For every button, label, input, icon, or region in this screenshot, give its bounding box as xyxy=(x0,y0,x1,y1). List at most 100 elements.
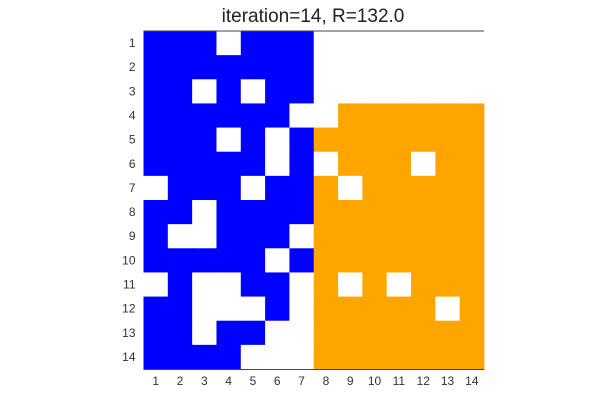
heatmap-cell xyxy=(386,248,412,273)
heatmap-cell xyxy=(313,151,339,177)
heatmap-cell xyxy=(143,55,169,80)
heatmap-cell xyxy=(362,224,388,249)
heatmap-cell xyxy=(143,103,169,128)
heatmap-cell xyxy=(362,127,388,153)
heatmap-cell xyxy=(289,55,315,80)
heatmap-cell xyxy=(435,320,461,346)
heatmap-cell xyxy=(216,296,242,322)
x-tick-label: 2 xyxy=(177,374,184,388)
heatmap-cell xyxy=(216,175,242,201)
heatmap-cell xyxy=(313,248,339,273)
heatmap-cell xyxy=(411,248,436,273)
heatmap-cell xyxy=(265,320,290,346)
y-tick-label: 5 xyxy=(129,133,136,147)
x-tick-label: 9 xyxy=(347,374,354,388)
heatmap-cell xyxy=(459,320,485,346)
heatmap-cell xyxy=(362,31,388,56)
heatmap-cell xyxy=(338,175,363,201)
heatmap-cell xyxy=(362,55,388,80)
heatmap-cell xyxy=(265,344,290,370)
heatmap-cell xyxy=(459,103,485,128)
heatmap-cell xyxy=(289,296,315,322)
heatmap-cell xyxy=(313,103,339,128)
x-axis-ticks: 1 2 3 4 5 6 7 8 9 10 11 12 13 14 xyxy=(152,374,479,388)
heatmap-cell xyxy=(435,55,461,80)
heatmap-cell xyxy=(313,296,339,322)
heatmap-cell xyxy=(192,151,217,177)
heatmap-cell xyxy=(313,320,339,346)
heatmap-cell xyxy=(459,79,485,104)
heatmap-cell xyxy=(216,79,242,104)
heatmap-cell xyxy=(338,248,363,273)
x-tick-label: 8 xyxy=(323,374,330,388)
heatmap-cell xyxy=(167,55,193,80)
heatmap-cell xyxy=(362,344,388,370)
heatmap-cell xyxy=(435,200,461,225)
heatmap-cell xyxy=(362,320,388,346)
heatmap-cell xyxy=(459,127,485,153)
heatmap-cell xyxy=(289,224,315,249)
heatmap-cell xyxy=(289,127,315,153)
heatmap-cell xyxy=(386,79,412,104)
heatmap-cell xyxy=(216,272,242,297)
heatmap-cell xyxy=(265,175,290,201)
heatmap-cell xyxy=(167,151,193,177)
heatmap-cell xyxy=(459,344,485,370)
y-tick-label: 13 xyxy=(122,326,136,340)
heatmap-cell xyxy=(167,79,193,104)
heatmap-cell xyxy=(216,151,242,177)
heatmap-cell xyxy=(411,224,436,249)
heatmap-cell xyxy=(411,200,436,225)
heatmap-cell xyxy=(167,175,193,201)
heatmap-cell xyxy=(192,296,217,322)
heatmap-cell xyxy=(265,272,290,297)
heatmap-cell xyxy=(265,103,290,128)
heatmap-cell xyxy=(459,224,485,249)
heatmap-cell xyxy=(167,248,193,273)
heatmap-cell xyxy=(386,344,412,370)
heatmap-cell xyxy=(386,272,412,297)
heatmap-cell xyxy=(216,224,242,249)
heatmap-cell xyxy=(265,200,290,225)
heatmap-cell xyxy=(362,248,388,273)
heatmap-cell xyxy=(338,103,363,128)
heatmap-cell xyxy=(459,200,485,225)
heatmap-cell xyxy=(265,296,290,322)
heatmap-cell xyxy=(143,175,169,201)
heatmap-cell xyxy=(167,224,193,249)
heatmap-cell xyxy=(265,127,290,153)
heatmap-cell xyxy=(459,55,485,80)
heatmap-cell xyxy=(216,344,242,370)
heatmap-cell xyxy=(411,175,436,201)
heatmap-cell xyxy=(143,320,169,346)
y-tick-label: 2 xyxy=(129,60,136,74)
y-tick-label: 1 xyxy=(129,36,136,50)
heatmap-cell xyxy=(338,31,363,56)
heatmap-cell xyxy=(192,344,217,370)
heatmap-cell xyxy=(216,31,242,56)
heatmap-cell xyxy=(240,272,266,297)
heatmap-cell xyxy=(411,296,436,322)
heatmap-cell xyxy=(313,200,339,225)
heatmap-cell xyxy=(216,200,242,225)
heatmap-cell xyxy=(411,272,436,297)
y-tick-label: 3 xyxy=(129,84,136,98)
heatmap-cell xyxy=(192,175,217,201)
heatmap-cell xyxy=(411,320,436,346)
heatmap-cell xyxy=(240,200,266,225)
heatmap-cell xyxy=(289,200,315,225)
heatmap-cell xyxy=(143,79,169,104)
heatmap-cell xyxy=(143,200,169,225)
heatmap-cell xyxy=(216,127,242,153)
heatmap-cell xyxy=(386,200,412,225)
heatmap-cell xyxy=(435,272,461,297)
heatmap-cell xyxy=(435,79,461,104)
heatmap-cell xyxy=(411,151,436,177)
y-tick-label: 11 xyxy=(123,278,136,292)
heatmap-cell xyxy=(240,320,266,346)
x-tick-label: 4 xyxy=(225,374,232,388)
heatmap-cell xyxy=(167,127,193,153)
heatmap-cell xyxy=(167,103,193,128)
